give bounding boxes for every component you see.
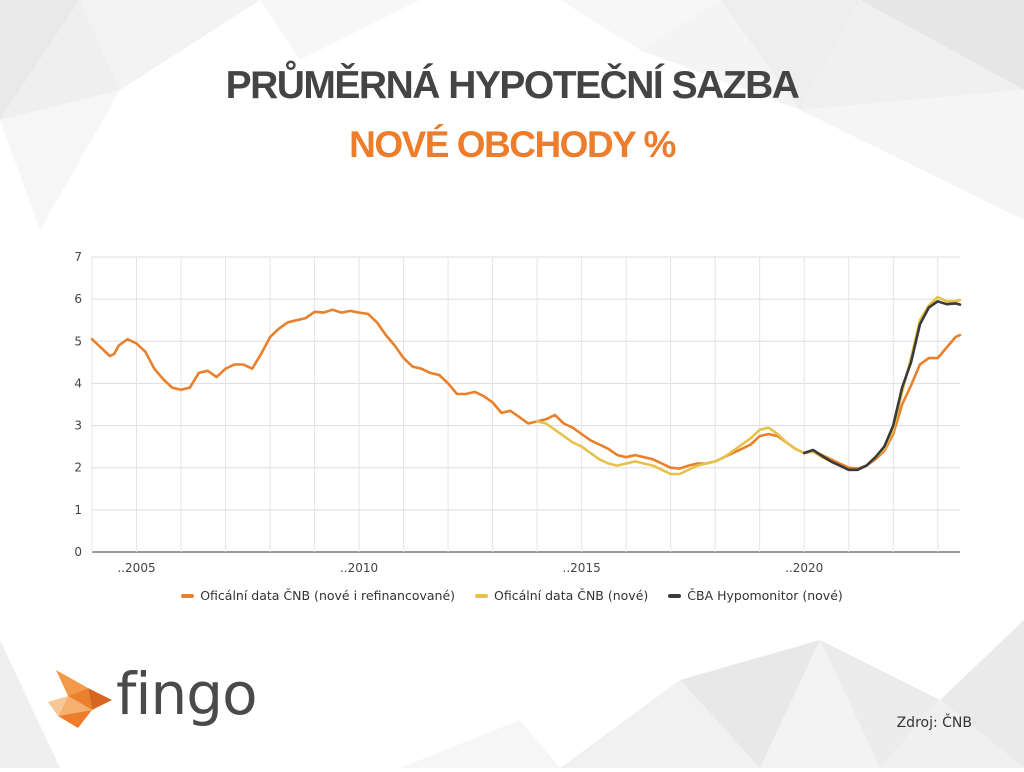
- series-line-2: [802, 300, 962, 472]
- y-tick-label: 4: [74, 376, 82, 390]
- y-tick-label: 0: [74, 545, 82, 559]
- chart-legend: Oficální data ČNB (nové i refinancované)…: [0, 588, 1024, 603]
- logo-text: fingo: [116, 660, 258, 728]
- y-tick-label: 5: [74, 334, 82, 348]
- fingo-logo-icon: [48, 670, 112, 728]
- source-label: Zdroj: ČNB: [896, 715, 972, 731]
- x-tick-label: ..2010: [340, 561, 378, 575]
- legend-item-cnb-new: Oficální data ČNB (nové): [475, 588, 648, 603]
- page-title: PRŮMĚRNÁ HYPOTEČNÍ SAZBA: [225, 64, 800, 107]
- x-tick-label: ..2015: [563, 561, 601, 575]
- legend-label: Oficální data ČNB (nové i refinancované): [200, 588, 456, 603]
- y-tick-label: 2: [74, 461, 82, 475]
- y-tick-label: 1: [74, 503, 82, 517]
- x-tick-label: ..2005: [117, 561, 155, 575]
- legend-label: ČBA Hypomonitor (nové): [687, 588, 843, 603]
- legend-swatch-orange: [181, 593, 195, 598]
- x-tick-label: ..2020: [785, 561, 823, 575]
- page-subtitle: NOVÉ OBCHODY %: [349, 124, 676, 165]
- legend-label: Oficální data ČNB (nové): [494, 588, 649, 603]
- series-line-1: [535, 295, 962, 476]
- legend-item-cnb-all: Oficální data ČNB (nové i refinancované): [181, 588, 455, 603]
- legend-swatch-dark: [668, 593, 682, 598]
- legend-swatch-yellow: [475, 593, 489, 598]
- y-tick-label: 6: [74, 292, 82, 306]
- series-line-0: [90, 308, 962, 470]
- y-tick-label: 3: [74, 419, 82, 433]
- y-tick-label: 7: [74, 250, 82, 264]
- legend-item-cba: ČBA Hypomonitor (nové): [668, 588, 843, 603]
